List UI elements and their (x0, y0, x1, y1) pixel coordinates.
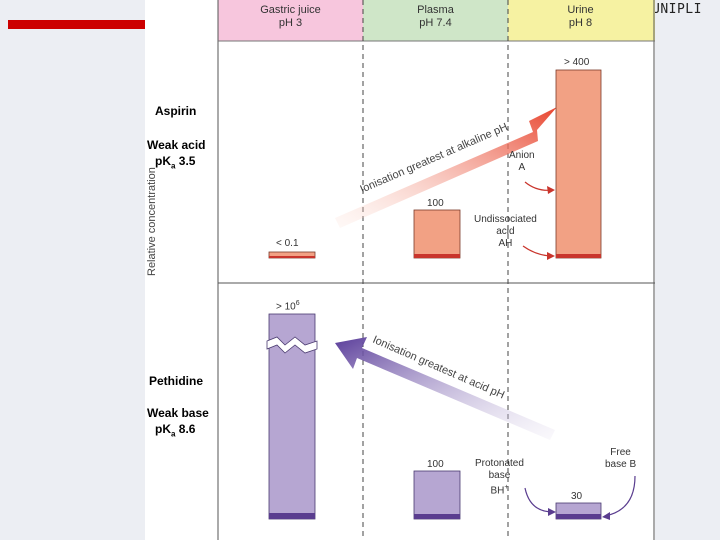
pethidine-name: Pethidine (149, 374, 204, 388)
pethidine-bar-urine-base (556, 514, 601, 519)
aspirin-bar-plasma-base (414, 254, 460, 258)
right-margin-panel (655, 0, 720, 540)
protonated-sup: + (504, 484, 509, 491)
y-axis-label: Relative concentration (146, 167, 158, 276)
pethidine-gastric-value-sup: 6 (295, 300, 300, 307)
protonated-label: Protonated base BH+ (475, 458, 524, 497)
undissociated-line1: Undissociated (474, 214, 537, 225)
aspirin-urine-value: > 400 (564, 57, 590, 68)
free-base-line1: Free (610, 447, 631, 458)
pethidine-plasma-value: 100 (427, 459, 444, 470)
aspirin-name: Aspirin (155, 104, 197, 118)
accent-bar (8, 20, 145, 29)
pethidine-gastric-value: > 106 (276, 298, 300, 313)
undissociated-line3: AH (498, 238, 513, 249)
header-urine-line1: Urine (567, 4, 594, 16)
brand-logo-text: UNIPLI (652, 2, 702, 17)
undissociated-label: Undissociated acid AH (474, 214, 537, 250)
diagram-svg: Ionisation greatest at alkaline pH Ionis… (217, 0, 655, 540)
header-gastric-label: Gastric juice pH 3 (218, 4, 363, 30)
aspirin-type: Weak acid (147, 138, 206, 152)
anion-label: Anion A (509, 150, 535, 174)
aspirin-bar-urine (555, 69, 602, 259)
undissociated-line2: acid (496, 226, 515, 237)
free-base-pointer-head (602, 512, 610, 520)
aspirin-pka-label: pK (155, 154, 171, 168)
header-urine-label: Urine pH 8 (508, 4, 653, 30)
aspirin-gastric-value: < 0.1 (276, 238, 299, 249)
figure-panel: Ionisation greatest at alkaline pH Ionis… (145, 0, 655, 540)
pethidine-pka-label: pK (155, 422, 171, 436)
header-plasma-line2: pH 7.4 (419, 17, 452, 29)
header-urine-line2: pH 8 (568, 17, 593, 29)
header-plasma-line1: Plasma (417, 4, 454, 16)
aspirin-bar-urine-base (556, 254, 601, 258)
header-plasma-band (363, 0, 508, 41)
aspirin-pka-sub: a (171, 161, 176, 171)
left-margin-panel (0, 0, 145, 540)
pethidine-gastric-value-text: > 10 (276, 301, 296, 313)
header-urine-band (508, 0, 655, 41)
aspirin-plasma-value: 100 (427, 198, 444, 209)
anion-pointer-head (547, 186, 555, 194)
anion-label-line1: Anion (509, 150, 535, 161)
pethidine-bar-plasma (413, 470, 461, 520)
protonated-line2: base (488, 470, 511, 481)
pethidine-urine-value: 30 (571, 491, 583, 502)
header-gastric-band (218, 0, 363, 41)
protonated-pointer-head (548, 508, 556, 516)
axis-break-mark (266, 336, 318, 354)
aspirin-bar-gastric-base (269, 256, 315, 258)
header-plasma-label: Plasma pH 7.4 (363, 4, 508, 30)
anion-label-line2: A (518, 162, 526, 173)
protonated-line3: BH+ (475, 482, 524, 497)
free-base-line2: base B (605, 459, 637, 470)
pethidine-bar-gastric-base (269, 513, 315, 519)
free-base-pointer-arrow (604, 475, 636, 517)
pethidine-bar-plasma-base (414, 514, 460, 519)
header-gastric-line1: Gastric juice (260, 4, 321, 16)
acid-pointer-head (547, 252, 555, 260)
aspirin-pka-value: 3.5 (178, 154, 196, 168)
aspirin-bar-plasma (413, 209, 461, 259)
protonated-line1: Protonated (475, 458, 524, 469)
aspirin-pka: pKa 3.5 (155, 154, 195, 170)
pethidine-pka: pKa 8.6 (155, 422, 195, 438)
pethidine-ionisation-arrow (335, 337, 555, 440)
aspirin-ionisation-arrow (335, 107, 557, 228)
pethidine-pka-value: 8.6 (178, 422, 196, 436)
pethidine-type: Weak base (147, 406, 209, 420)
pethidine-pka-sub: a (171, 429, 176, 439)
header-gastric-line2: pH 3 (278, 17, 303, 29)
free-base-label: Free base B (605, 447, 636, 471)
protonated-bh: BH (490, 485, 505, 497)
